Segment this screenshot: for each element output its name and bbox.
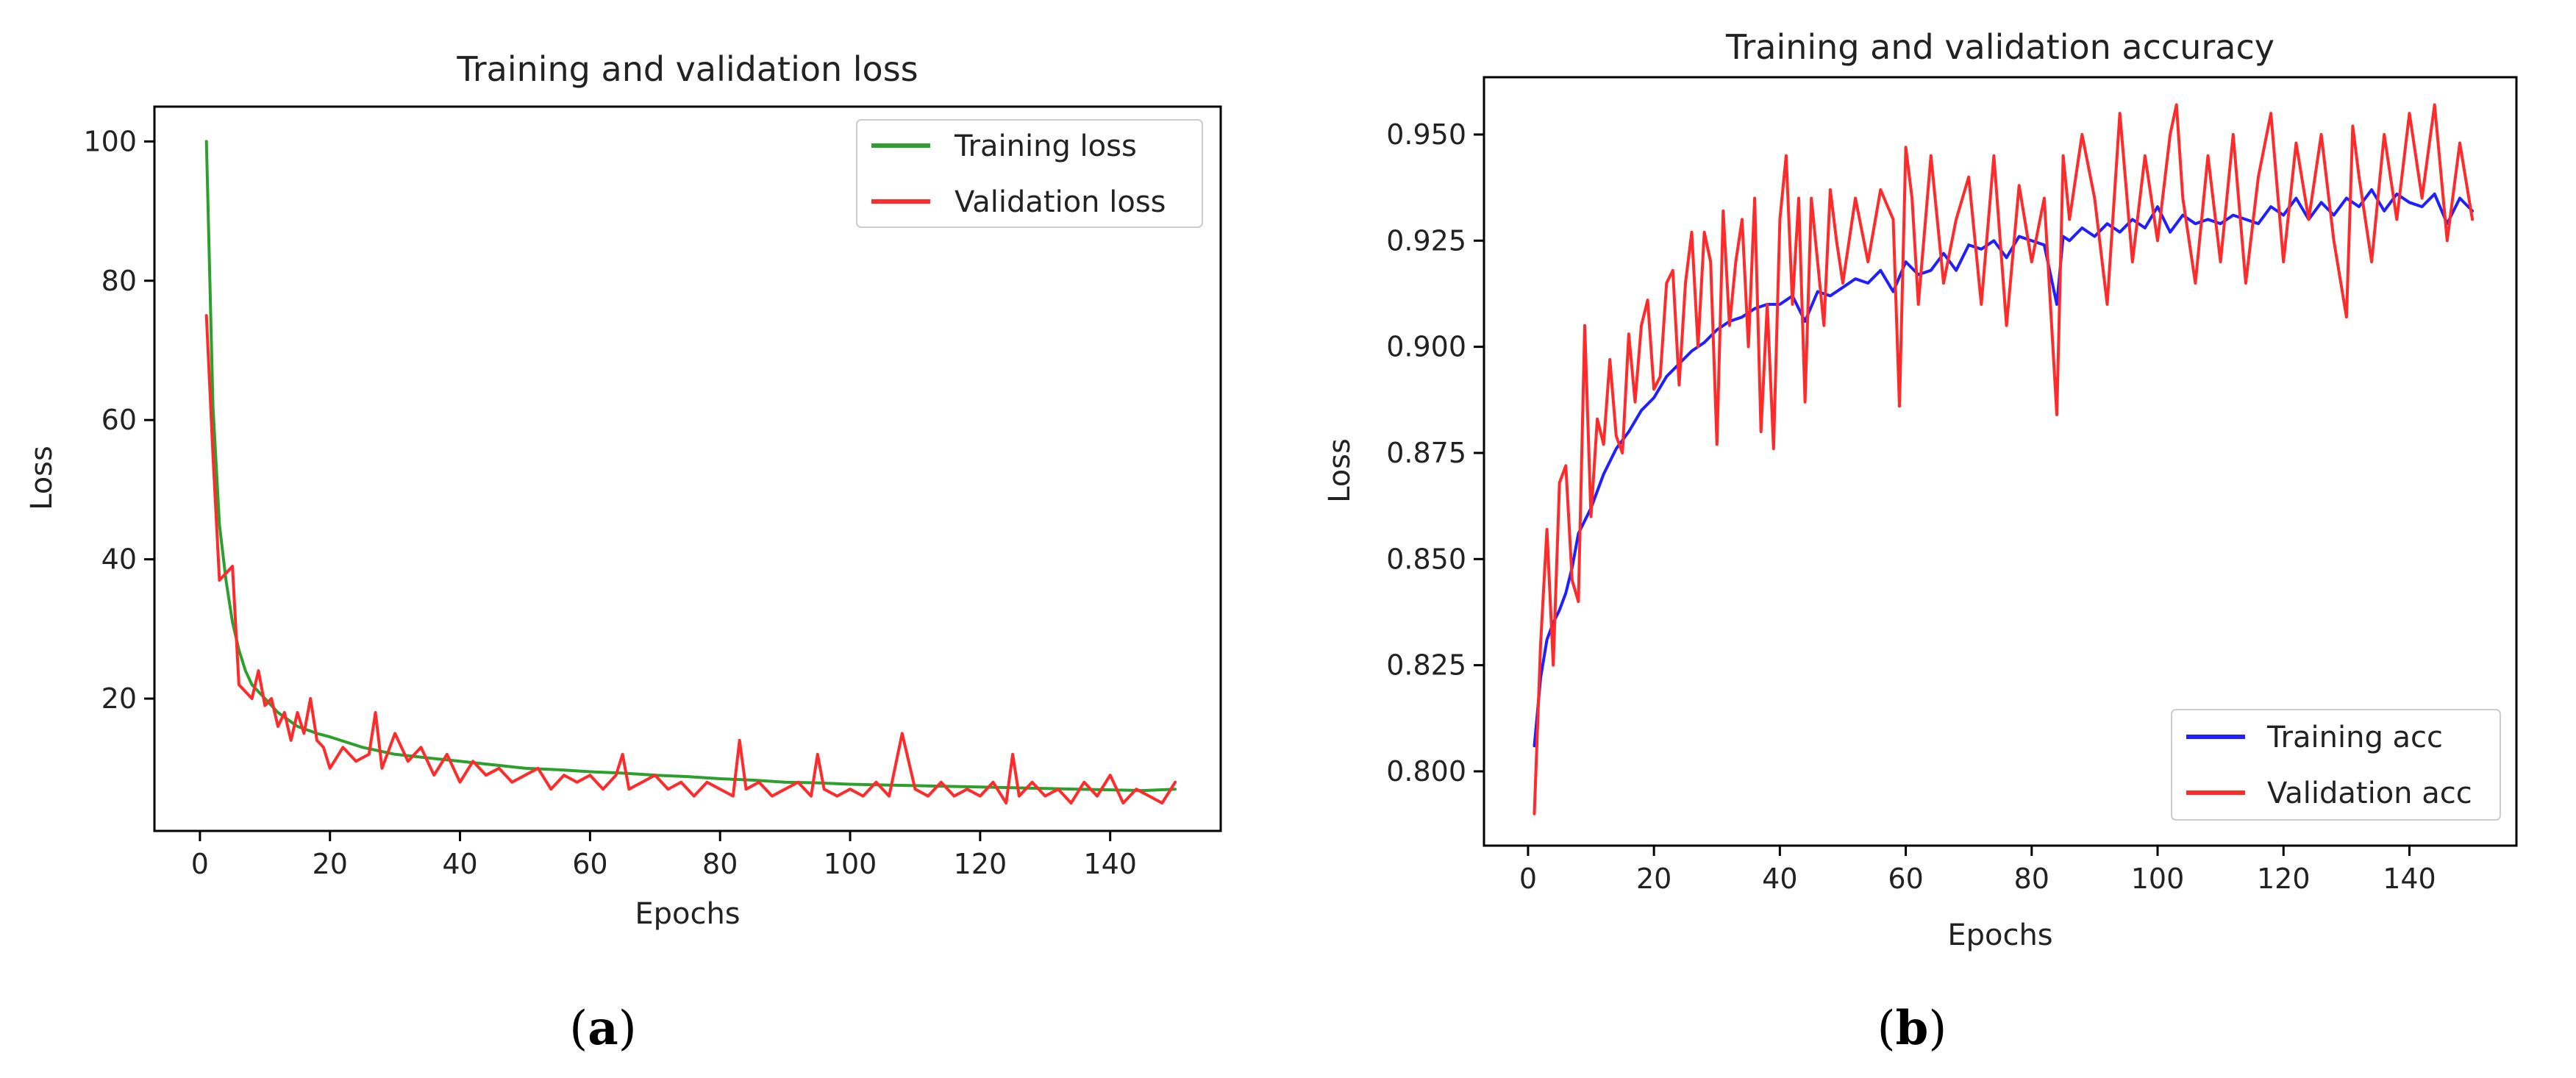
loss-y-tick-label: 100 [83, 125, 137, 157]
loss-y-tick-label: 20 [101, 682, 137, 715]
loss-x-tick-label: 60 [572, 848, 607, 880]
loss-chart-title: Training and validation loss [456, 49, 918, 89]
legend-label-validation-loss: Validation loss [955, 185, 1166, 219]
accuracy-x-tick-label: 140 [2383, 863, 2436, 895]
loss-series-training-loss [204, 140, 1177, 793]
loss-axes-frame [153, 105, 1222, 832]
accuracy-axes-frame [1483, 76, 2518, 847]
accuracy-x-axis-label: Epochs [1947, 918, 2052, 952]
accuracy-legend-box [2171, 709, 2501, 821]
accuracy-legend: Training acc Validation acc [2171, 709, 2501, 821]
accuracy-x-tick-label: 80 [2014, 863, 2049, 895]
legend-label-validation-acc: Validation acc [2267, 777, 2472, 810]
loss-x-tick-label: 120 [954, 848, 1007, 880]
accuracy-x-tick-label: 20 [1636, 863, 1671, 895]
loss-y-tick-label: 40 [101, 543, 137, 576]
loss-x-tick-label: 140 [1083, 848, 1137, 880]
accuracy-x-tick-label: 40 [1762, 863, 1797, 895]
loss-x-tick-label: 40 [442, 848, 477, 880]
accuracy-x-tick-label: 60 [1888, 863, 1923, 895]
legend-label-training-acc: Training acc [2266, 721, 2443, 754]
loss-plot-area: 0 20 40 60 80 100 120 140 20 40 60 80 100 [83, 105, 1222, 880]
accuracy-plot-area: 0 20 40 60 80 100 120 140 0.800 0.825 0.850 0.875 0.… [1386, 76, 2518, 895]
loss-y-axis-label: Loss [25, 446, 59, 510]
panel-label-a: (a) [569, 1001, 636, 1056]
accuracy-y-tick-label: 0.825 [1386, 649, 1466, 682]
loss-y-tick-label: 60 [101, 404, 137, 436]
loss-chart: Training and validation loss 0 20 40 60 80 10… [25, 49, 1222, 931]
loss-x-axis-label: Epochs [635, 897, 740, 931]
panel-label-b: (b) [1877, 1001, 1947, 1056]
loss-y-tick-label: 80 [101, 265, 137, 297]
accuracy-y-tick-label: 0.875 [1386, 437, 1466, 469]
accuracy-y-axis-label: Loss [1323, 438, 1357, 503]
accuracy-x-tick-label: 100 [2131, 863, 2185, 895]
accuracy-x-tick-label: 0 [1519, 863, 1537, 895]
loss-x-tick-label: 80 [702, 848, 738, 880]
accuracy-y-tick-label: 0.850 [1386, 543, 1466, 575]
loss-x-tick-label: 20 [313, 848, 348, 880]
loss-x-tick-label: 0 [191, 848, 209, 880]
accuracy-y-tick-label: 0.900 [1386, 331, 1466, 363]
accuracy-chart-title: Training and validation accuracy [1725, 27, 2274, 67]
legend-label-training-loss: Training loss [954, 129, 1137, 163]
accuracy-x-tick-label: 120 [2257, 863, 2311, 895]
accuracy-series-validation-acc [1533, 103, 2475, 815]
accuracy-chart: Training and validation accuracy 0 20 40 60… [1323, 27, 2518, 952]
loss-legend: Training loss Validation loss [856, 119, 1203, 228]
loss-legend-box [856, 119, 1203, 228]
accuracy-y-tick-label: 0.950 [1386, 118, 1466, 151]
loss-x-tick-label: 100 [824, 848, 877, 880]
accuracy-y-tick-label: 0.925 [1386, 224, 1466, 257]
loss-series-validation-loss [204, 314, 1177, 805]
accuracy-y-tick-label: 0.800 [1386, 755, 1466, 788]
